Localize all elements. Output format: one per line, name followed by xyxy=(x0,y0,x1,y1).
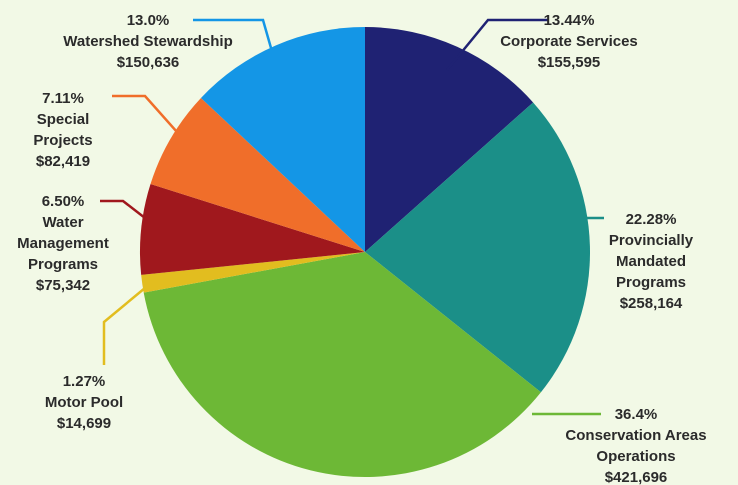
slice-label-provincially-mandated-programs: 22.28% Provincially Mandated Programs $258,1… xyxy=(609,211,694,312)
slice-name: Conservation Areas xyxy=(565,427,706,444)
slice-name: Programs xyxy=(616,274,686,291)
slice-label-watershed-stewardship: 13.0% Watershed Stewardship $150,636 xyxy=(63,12,232,71)
leader-line-watershed-stewardship xyxy=(193,18,273,49)
slice-name: Special xyxy=(37,111,90,128)
pie-slice-conservation-areas-operations xyxy=(143,252,541,478)
leader-line-water-management-programs xyxy=(100,199,146,219)
leader-line-corporate-services xyxy=(446,18,548,71)
slice-amount: $421,696 xyxy=(605,469,668,485)
slice-label-motor-pool: 1.27% Motor Pool $14,699 xyxy=(45,373,123,432)
slice-name: Watershed Stewardship xyxy=(63,33,232,50)
leader-line-motor-pool xyxy=(102,287,146,365)
slice-percent: 13.44% xyxy=(544,12,595,29)
slice-name: Operations xyxy=(596,448,675,465)
pie-slices xyxy=(139,27,590,478)
leader-line-special-projects xyxy=(112,94,178,133)
pie-slice-provincially-mandated-programs xyxy=(365,102,590,393)
slice-name: Projects xyxy=(33,132,92,149)
slice-amount: $75,342 xyxy=(36,277,90,294)
pie-slice-water-management-programs xyxy=(139,184,365,275)
slice-name: Motor Pool xyxy=(45,394,123,411)
slice-amount: $155,595 xyxy=(538,54,601,71)
slice-label-special-projects: 7.11% Special Projects $82,419 xyxy=(33,90,92,170)
slice-amount: $82,419 xyxy=(36,153,90,170)
slice-amount: $150,636 xyxy=(117,54,180,71)
slice-percent: 13.0% xyxy=(127,12,170,29)
slice-name: Provincially xyxy=(609,232,694,249)
slice-percent: 22.28% xyxy=(626,211,677,228)
slice-percent: 7.11% xyxy=(42,90,84,107)
slice-name: Corporate Services xyxy=(500,33,638,50)
slice-label-water-management-programs: 6.50% Water Management Programs $75,342 xyxy=(17,193,109,294)
pie-slice-watershed-stewardship xyxy=(200,27,365,252)
pie-slice-motor-pool xyxy=(141,252,365,293)
leader-lines xyxy=(100,18,604,416)
slice-name: Management xyxy=(17,235,109,252)
slice-percent: 36.4% xyxy=(615,406,658,423)
slice-percent: 6.50% xyxy=(42,193,85,210)
slice-name: Mandated xyxy=(616,253,686,270)
slice-amount: $258,164 xyxy=(620,295,683,312)
slice-labels: 13.44% Corporate Services $155,595 22.28% Pr… xyxy=(17,12,706,485)
slice-name: Water xyxy=(42,214,83,231)
slice-label-conservation-areas-operations: 36.4% Conservation Areas Operations $421,69… xyxy=(565,406,706,485)
pie-slice-special-projects xyxy=(150,98,365,252)
slice-label-corporate-services: 13.44% Corporate Services $155,595 xyxy=(500,12,638,71)
slice-amount: $14,699 xyxy=(57,415,111,432)
slice-name: Programs xyxy=(28,256,98,273)
slice-percent: 1.27% xyxy=(63,373,106,390)
pie-slice-corporate-services xyxy=(365,27,534,252)
